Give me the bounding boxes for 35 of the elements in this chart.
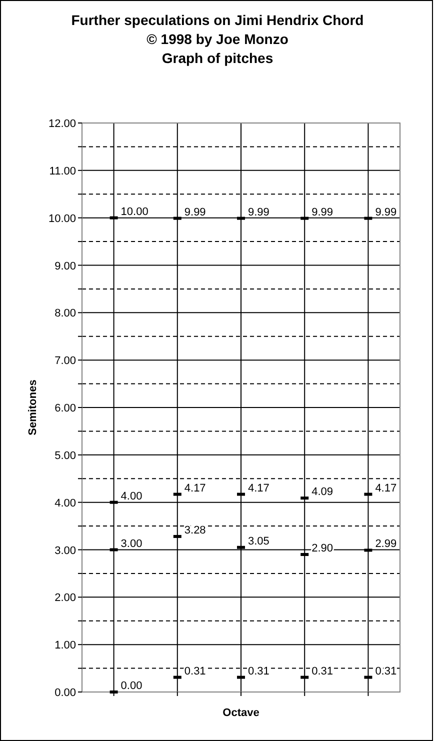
y-tick-label: 6.00 bbox=[54, 402, 76, 414]
y-tick-label: 1.00 bbox=[54, 640, 76, 652]
y-tick-label: 3.00 bbox=[54, 544, 76, 557]
data-label: 0.31 bbox=[184, 665, 206, 678]
data-label: 4.09 bbox=[312, 486, 334, 498]
y-tick-label: 0.00 bbox=[54, 687, 76, 699]
data-label: 3.05 bbox=[248, 535, 270, 548]
data-label: 3.28 bbox=[184, 524, 206, 536]
data-label: 4.17 bbox=[248, 482, 270, 494]
y-axis-title: Semitones bbox=[27, 380, 39, 436]
y-tick-label: 4.00 bbox=[54, 497, 76, 510]
y-tick-label: 10.00 bbox=[48, 212, 76, 225]
y-tick-label: 9.00 bbox=[54, 260, 76, 272]
y-tick-label: 12.00 bbox=[48, 118, 76, 130]
chart-title: Further speculations on Jimi Hendrix Chord © 1998 by Joe Monzo Graph of pitches bbox=[71, 12, 364, 66]
data-label: 4.00 bbox=[120, 490, 142, 502]
data-label: 9.99 bbox=[248, 206, 270, 218]
y-tick-label: 7.00 bbox=[54, 355, 76, 368]
data-label: 9.99 bbox=[312, 206, 334, 218]
y-tick-label: 11.00 bbox=[49, 165, 76, 178]
data-label: 3.00 bbox=[120, 538, 142, 550]
y-tick-label: 2.00 bbox=[54, 592, 76, 604]
data-label: 2.99 bbox=[375, 538, 397, 550]
data-label: 4.17 bbox=[375, 482, 397, 494]
data-label: 0.31 bbox=[248, 665, 270, 678]
y-tick-label: 5.00 bbox=[54, 450, 76, 462]
data-label: 4.17 bbox=[184, 482, 206, 494]
data-label: 0.31 bbox=[312, 665, 334, 678]
data-label: 9.99 bbox=[375, 206, 397, 218]
data-label: 0.31 bbox=[375, 665, 397, 678]
data-label: 10.00 bbox=[120, 206, 148, 218]
data-label: 9.99 bbox=[184, 206, 206, 218]
y-tick-label: 8.00 bbox=[54, 308, 76, 320]
x-axis-title: Octave bbox=[222, 707, 260, 719]
data-label: 0.00 bbox=[120, 680, 142, 692]
